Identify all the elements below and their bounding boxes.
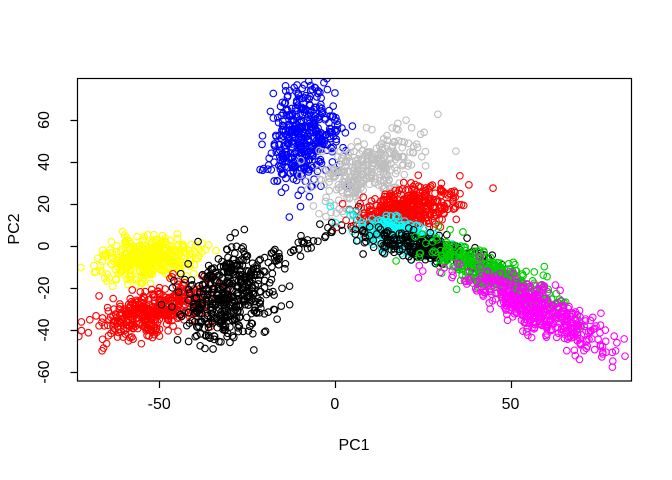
y-tick-label: -20 (36, 276, 53, 300)
x-tick-label: 0 (330, 396, 340, 413)
x-axis-title: PC1 (338, 437, 370, 454)
y-tick-label: 40 (36, 152, 53, 171)
y-axis-title: PC2 (6, 213, 23, 245)
x-tick-label: -50 (147, 396, 171, 413)
y-tick-label: 60 (36, 110, 53, 129)
y-tick-label: -60 (36, 360, 53, 384)
y-tick-label: 20 (36, 194, 53, 213)
x-tick-label: 50 (501, 396, 520, 413)
y-tick-label: 0 (36, 241, 53, 251)
y-tick-label: -40 (36, 318, 53, 342)
